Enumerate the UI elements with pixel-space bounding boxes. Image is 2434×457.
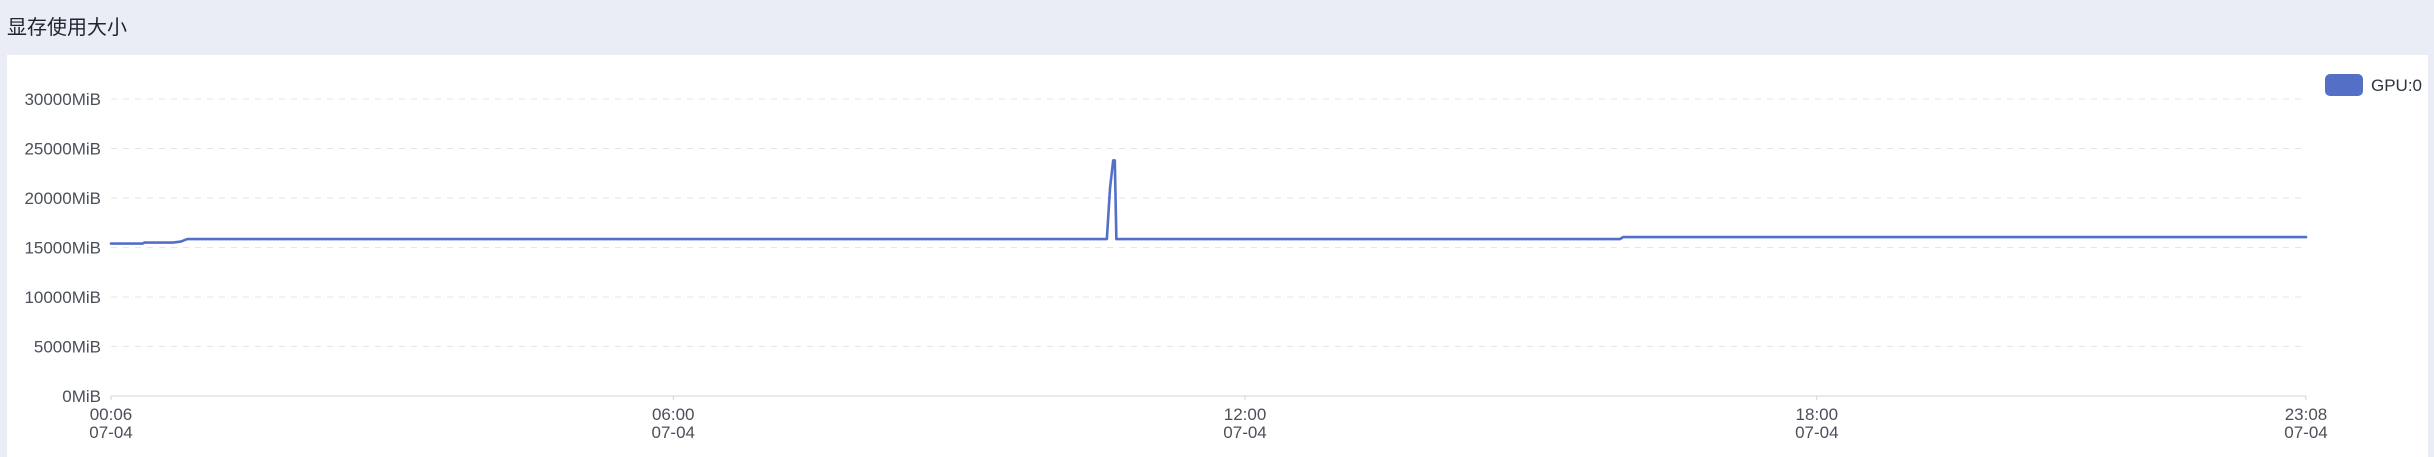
panel-header: 显存使用大小 (0, 0, 2434, 50)
x-tick-date-label: 07-04 (1223, 423, 1266, 442)
x-tick-time-label: 18:00 (1796, 405, 1839, 424)
x-tick-date-label: 07-04 (2284, 423, 2327, 442)
x-tick-date-label: 07-04 (652, 423, 695, 442)
y-tick-label: 25000MiB (24, 140, 101, 159)
x-tick-time-label: 12:00 (1224, 405, 1267, 424)
grid-layer (111, 98, 2306, 397)
x-tick-time-label: 23:08 (2285, 405, 2328, 424)
series-layer[interactable] (109, 158, 2308, 245)
x-tick-date-label: 07-04 (89, 423, 132, 442)
axis-layer: 0MiB 5000MiB 10000MiB 15000MiB 20000MiB 25000… (24, 90, 2327, 442)
y-tick-label: 10000MiB (24, 288, 101, 307)
y-tick-label: 20000MiB (24, 189, 101, 208)
legend-item-gpu-0[interactable]: GPU:0 (2325, 74, 2422, 96)
panel-title: 显存使用大小 (7, 16, 127, 39)
legend-layer[interactable]: GPU:0 (2325, 74, 2422, 96)
series-line-gpu-0[interactable] (109, 159, 2308, 245)
legend-label[interactable]: GPU:0 (2371, 76, 2422, 95)
y-tick-label: 15000MiB (24, 239, 101, 258)
y-tick-label: 5000MiB (34, 338, 101, 357)
chart-panel: 0MiB 5000MiB 10000MiB 15000MiB 20000MiB 25000… (7, 55, 2428, 457)
y-tick-label: 0MiB (62, 387, 101, 406)
legend-swatch[interactable] (2325, 74, 2363, 96)
memory-usage-chart[interactable]: 0MiB 5000MiB 10000MiB 15000MiB 20000MiB 25000… (7, 55, 2428, 457)
y-tick-label: 30000MiB (24, 90, 101, 109)
x-tick-date-label: 07-04 (1795, 423, 1838, 442)
x-tick-time-label: 06:00 (652, 405, 695, 424)
x-tick-time-label: 00:06 (90, 405, 133, 424)
